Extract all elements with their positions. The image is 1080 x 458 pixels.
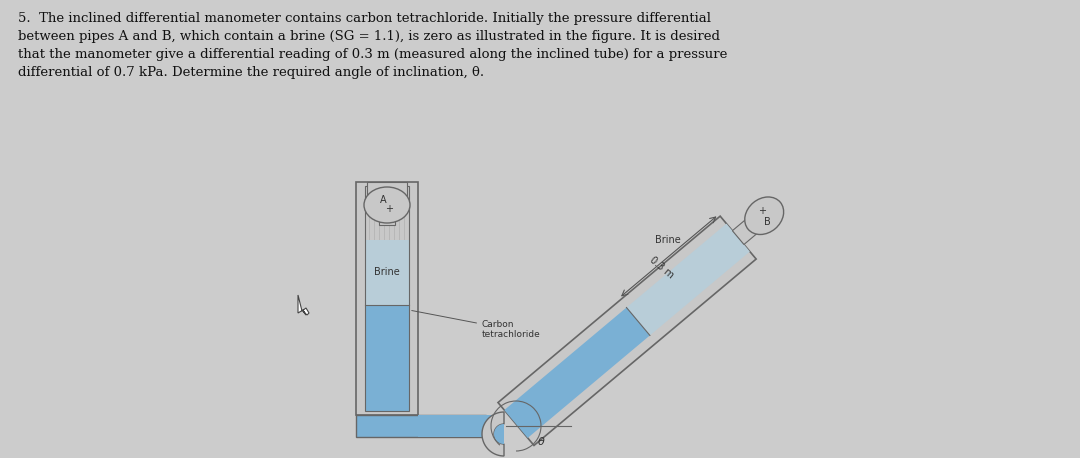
Polygon shape xyxy=(504,307,650,438)
Bar xyxy=(418,415,504,437)
Text: θ: θ xyxy=(538,437,544,447)
Polygon shape xyxy=(732,217,760,245)
Text: 5.  The inclined differential manometer contains carbon tetrachloride. Initially: 5. The inclined differential manometer c… xyxy=(18,12,727,79)
Text: A: A xyxy=(380,195,387,205)
Polygon shape xyxy=(298,295,309,315)
Text: +: + xyxy=(758,206,766,216)
Text: B: B xyxy=(764,217,770,227)
Text: +: + xyxy=(384,204,393,214)
Ellipse shape xyxy=(745,197,784,234)
Bar xyxy=(356,182,418,415)
Polygon shape xyxy=(626,224,750,335)
Ellipse shape xyxy=(364,187,410,223)
Bar xyxy=(365,240,409,305)
Bar xyxy=(356,415,486,437)
Polygon shape xyxy=(498,216,756,446)
Polygon shape xyxy=(494,424,504,444)
Text: 0.3 m: 0.3 m xyxy=(647,255,675,281)
Text: Brine: Brine xyxy=(654,235,680,245)
Polygon shape xyxy=(482,412,504,456)
Bar xyxy=(379,182,395,225)
Text: Carbon
tetrachloride: Carbon tetrachloride xyxy=(411,311,541,339)
Bar xyxy=(365,186,409,411)
Bar xyxy=(367,182,407,196)
Bar xyxy=(365,305,409,411)
Text: Brine: Brine xyxy=(374,267,400,277)
